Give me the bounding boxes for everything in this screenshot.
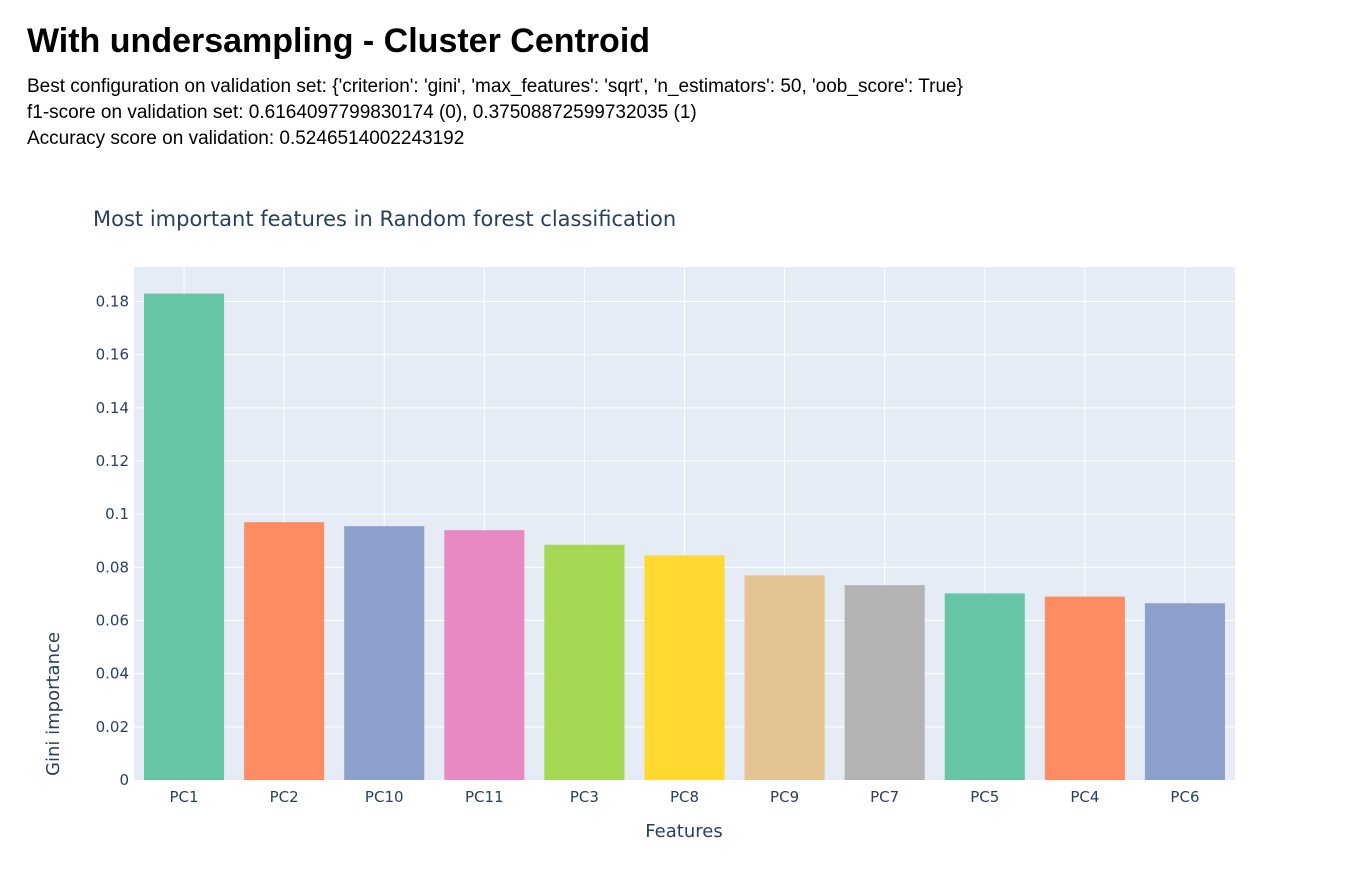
y-axis-title: Gini importance [43, 632, 64, 776]
y-tick-label: 0.02 [96, 718, 129, 736]
y-tick-label: 0.06 [96, 612, 129, 630]
bar-pc8 [644, 555, 725, 780]
best-config-text: Best configuration on validation set: {'… [27, 76, 963, 97]
feature-importance-chart: Most important features in Random forest… [43, 207, 1235, 842]
bars [144, 293, 1225, 780]
bar-pc6 [1144, 603, 1225, 780]
y-tick-label: 0.18 [96, 293, 129, 311]
x-tick-label: PC7 [870, 788, 899, 806]
x-tick-label: PC1 [170, 788, 199, 806]
bar-pc1 [144, 293, 225, 780]
y-tick-label: 0.12 [96, 452, 129, 470]
x-tick-label: PC3 [570, 788, 599, 806]
x-tick-label: PC5 [970, 788, 999, 806]
page-title: With undersampling - Cluster Centroid [27, 22, 651, 60]
x-tick-label: PC4 [1070, 788, 1099, 806]
y-tick-label: 0.04 [96, 665, 129, 683]
y-tick-label: 0.1 [105, 505, 129, 523]
accuracy-text: Accuracy score on validation: 0.52465140… [27, 128, 465, 149]
bar-pc4 [1044, 596, 1125, 780]
y-tick-label: 0.16 [96, 346, 129, 364]
bar-pc5 [944, 593, 1025, 780]
chart-title: Most important features in Random forest… [93, 207, 676, 231]
bar-pc7 [844, 585, 925, 780]
bar-pc11 [444, 530, 525, 780]
x-tick-labels: PC1 PC2 PC10 PC11 PC3 PC8 PC9 PC7 PC5 PC4 PC6 [170, 788, 1200, 806]
x-tick-label: PC11 [465, 788, 504, 806]
y-tick-label: 0.08 [96, 558, 129, 576]
x-tick-label: PC10 [365, 788, 404, 806]
y-tick-label: 0 [119, 771, 129, 789]
x-tick-label: PC8 [670, 788, 699, 806]
bar-pc10 [344, 526, 425, 780]
x-tick-label: PC6 [1170, 788, 1199, 806]
bar-pc9 [744, 575, 825, 780]
bar-pc3 [544, 544, 625, 780]
x-axis-title: Features [645, 821, 722, 842]
x-tick-label: PC2 [270, 788, 299, 806]
x-tick-label: PC9 [770, 788, 799, 806]
f1-score-text: f1-score on validation set: 0.6164097799… [27, 102, 697, 123]
bar-pc2 [244, 522, 325, 780]
y-tick-label: 0.14 [96, 399, 129, 417]
y-tick-labels: 0 0.02 0.04 0.06 0.08 0.1 0.12 0.14 0.16 0.18 [96, 293, 129, 789]
